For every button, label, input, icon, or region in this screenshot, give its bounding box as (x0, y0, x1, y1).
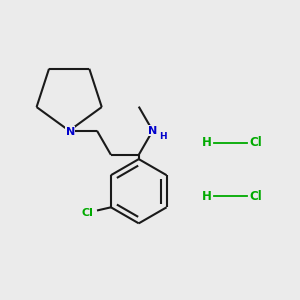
Text: H: H (160, 132, 167, 141)
Text: Cl: Cl (249, 190, 262, 202)
Text: N: N (66, 127, 75, 137)
Text: H: H (202, 136, 212, 149)
Text: Cl: Cl (249, 136, 262, 149)
Text: N: N (148, 126, 157, 136)
Text: Cl: Cl (81, 208, 93, 218)
Text: H: H (202, 190, 212, 202)
